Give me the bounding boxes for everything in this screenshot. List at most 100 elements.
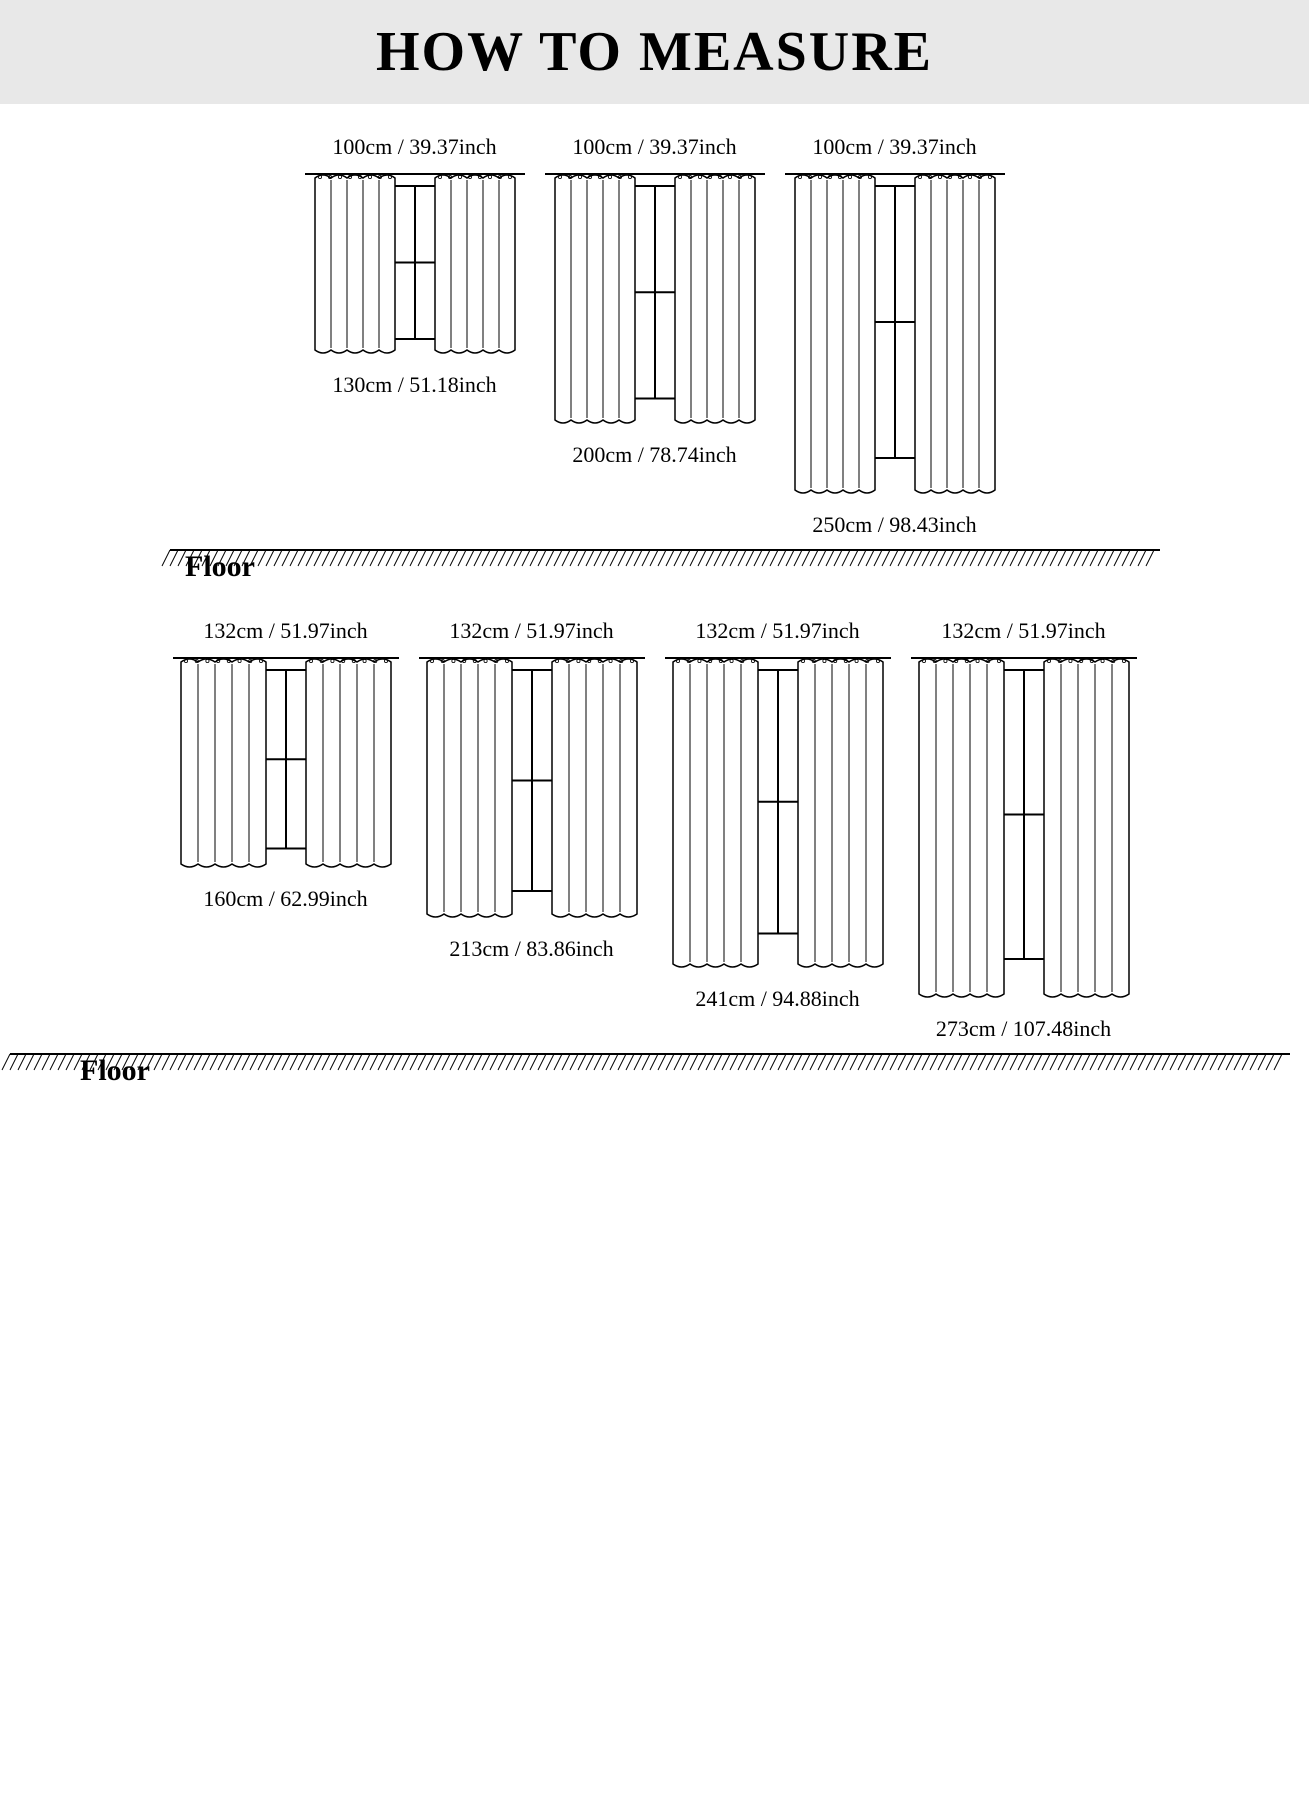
hatch-line [50, 1054, 58, 1070]
hatch-line [506, 1054, 514, 1070]
hatch-line [954, 1054, 962, 1070]
hatch-line [682, 1054, 690, 1070]
hatch-line [1130, 1054, 1138, 1070]
curtain-diagram-svg [305, 168, 525, 358]
hatch-line [914, 550, 922, 566]
hatch-line [842, 1054, 850, 1070]
hatch-line [770, 550, 778, 566]
hatch-line [1066, 1054, 1074, 1070]
hatch-line [938, 1054, 946, 1070]
hatch-line [474, 1054, 482, 1070]
hatch-line [306, 550, 314, 566]
curtain-svg-wrap [545, 168, 765, 428]
hatch-line [1082, 1054, 1090, 1070]
hatch-line [298, 550, 306, 566]
hatch-line [834, 550, 842, 566]
hatch-line [186, 1054, 194, 1070]
hatch-line [786, 1054, 794, 1070]
hatch-line [338, 550, 346, 566]
hatch-line [1066, 550, 1074, 566]
hatch-line [994, 1054, 1002, 1070]
hatch-line [570, 550, 578, 566]
hatch-line [674, 550, 682, 566]
curtain-panel-1 [1044, 659, 1129, 997]
hatch-line [826, 550, 834, 566]
hatch-line [946, 550, 954, 566]
curtain-svg-wrap [911, 652, 1137, 1002]
curtain-panel-1 [306, 659, 391, 867]
hatch-line [1034, 1054, 1042, 1070]
hatch-line [442, 550, 450, 566]
width-label: 132cm / 51.97inch [203, 618, 367, 644]
floor-label: Floor [80, 1054, 150, 1088]
hatch-line [746, 550, 754, 566]
hatch-line [802, 550, 810, 566]
hatch-line [842, 550, 850, 566]
hatch-line [1042, 1054, 1050, 1070]
hatch-line [594, 1054, 602, 1070]
hatch-line [1074, 1054, 1082, 1070]
hatch-line [962, 1054, 970, 1070]
hatch-line [234, 1054, 242, 1070]
height-label: 250cm / 98.43inch [812, 512, 976, 538]
hatch-line [786, 550, 794, 566]
hatch-line [1218, 1054, 1226, 1070]
hatch-line [2, 1054, 10, 1070]
hatch-line [818, 550, 826, 566]
hatch-line [314, 550, 322, 566]
hatch-line [850, 1054, 858, 1070]
hatch-line [490, 1054, 498, 1070]
curtain-panel-0 [673, 659, 758, 967]
hatch-line [1042, 550, 1050, 566]
curtain-diagram-svg [911, 652, 1137, 1002]
curtain-diagram-svg [173, 652, 399, 872]
hatch-line [42, 1054, 50, 1070]
hatch-line [706, 1054, 714, 1070]
hatch-line [66, 1054, 74, 1070]
hatch-line [426, 1054, 434, 1070]
hatch-line [658, 1054, 666, 1070]
hatch-line [962, 550, 970, 566]
hatch-line [890, 550, 898, 566]
hatch-line [970, 1054, 978, 1070]
hatch-line [418, 1054, 426, 1070]
hatch-line [722, 1054, 730, 1070]
hatch-line [1234, 1054, 1242, 1070]
hatch-line [514, 1054, 522, 1070]
curtain-panel-1 [435, 175, 515, 353]
hatch-line [322, 550, 330, 566]
row-2-diagrams: 132cm / 51.97inch160cm / 62.99inch132cm … [0, 618, 1309, 1042]
width-label: 132cm / 51.97inch [449, 618, 613, 644]
height-label: 213cm / 83.86inch [449, 936, 613, 962]
width-label: 100cm / 39.37inch [572, 134, 736, 160]
hatch-line [1074, 550, 1082, 566]
hatch-line [866, 550, 874, 566]
hatch-line [434, 550, 442, 566]
hatch-line [642, 1054, 650, 1070]
hatch-line [874, 550, 882, 566]
hatch-line [258, 550, 266, 566]
hatch-line [1026, 1054, 1034, 1070]
hatch-line [282, 550, 290, 566]
hatch-line [882, 1054, 890, 1070]
hatch-line [178, 1054, 186, 1070]
curtain-svg-wrap [419, 652, 645, 922]
hatch-line [386, 1054, 394, 1070]
hatch-line [34, 1054, 42, 1070]
header-banner: HOW TO MEASURE [0, 0, 1309, 104]
hatch-line [890, 1054, 898, 1070]
hatch-line [170, 550, 178, 566]
hatch-line [386, 550, 394, 566]
curtain-panel-0 [181, 659, 266, 867]
hatch-line [1242, 1054, 1250, 1070]
hatch-line [498, 550, 506, 566]
hatch-line [338, 1054, 346, 1070]
hatch-line [770, 1054, 778, 1070]
hatch-line [1122, 550, 1130, 566]
hatch-line [666, 1054, 674, 1070]
hatch-line [690, 550, 698, 566]
hatch-line [1266, 1054, 1274, 1070]
hatch-line [1106, 550, 1114, 566]
hatch-line [714, 550, 722, 566]
hatch-line [978, 1054, 986, 1070]
